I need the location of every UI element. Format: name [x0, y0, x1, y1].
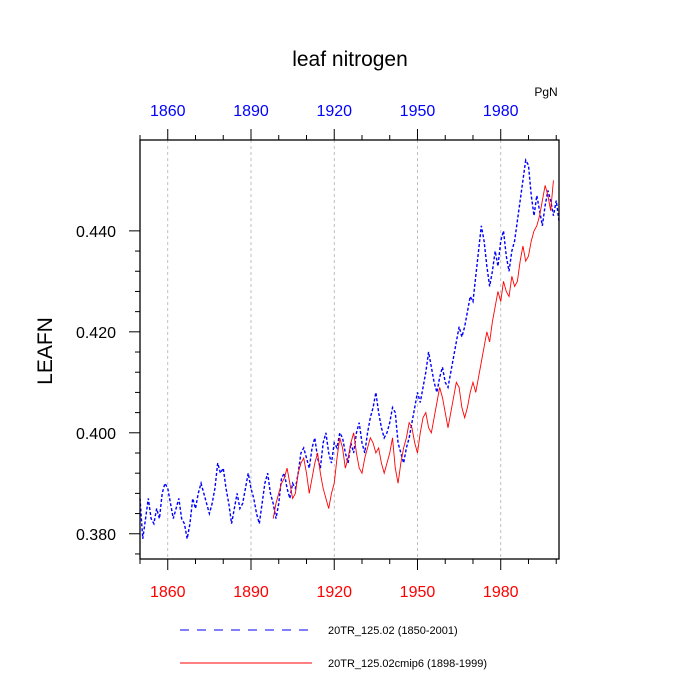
series-line-2: [272, 180, 554, 519]
legend: 20TR_125.02 (1850-2001) 20TR_125.02cmip6 …: [180, 625, 487, 670]
x-tick-label-top: 1950: [400, 103, 436, 120]
vertical-gridlines: [167, 140, 502, 559]
units-label: PgN: [534, 85, 557, 99]
x-tick-label-bottom: 1890: [233, 584, 269, 601]
plot-frame: [139, 139, 560, 560]
x-tick-label-top: 1920: [316, 103, 352, 120]
x-tick-label-bottom: 1860: [150, 584, 186, 601]
x-tick-label-top: 1980: [483, 103, 519, 120]
chart-title: leaf nitrogen: [292, 48, 408, 71]
x-tick-label-bottom: 1980: [483, 584, 519, 601]
x-tick-label-top: 1860: [150, 103, 186, 120]
series-line-1: [139, 158, 560, 539]
y-tick-label: 0.440: [76, 224, 116, 241]
x-tick-label-top: 1890: [233, 103, 269, 120]
x-tick-label-bottom: 1920: [316, 584, 352, 601]
y-tick-label: 0.380: [76, 527, 116, 544]
x-tick-label-bottom: 1950: [400, 584, 436, 601]
series-layer: [139, 158, 560, 539]
y-axis-title: LEAFN: [34, 317, 57, 385]
legend-label-1: 20TR_125.02 (1850-2001): [328, 625, 458, 637]
axes: 1860 1860 1890 1890 1920 1920 1950 1950 1980 1980…: [76, 103, 560, 601]
y-tick-label: 0.400: [76, 426, 116, 443]
legend-label-2: 20TR_125.02cmip6 (1898-1999): [328, 658, 487, 670]
y-tick-label: 0.420: [76, 325, 116, 342]
